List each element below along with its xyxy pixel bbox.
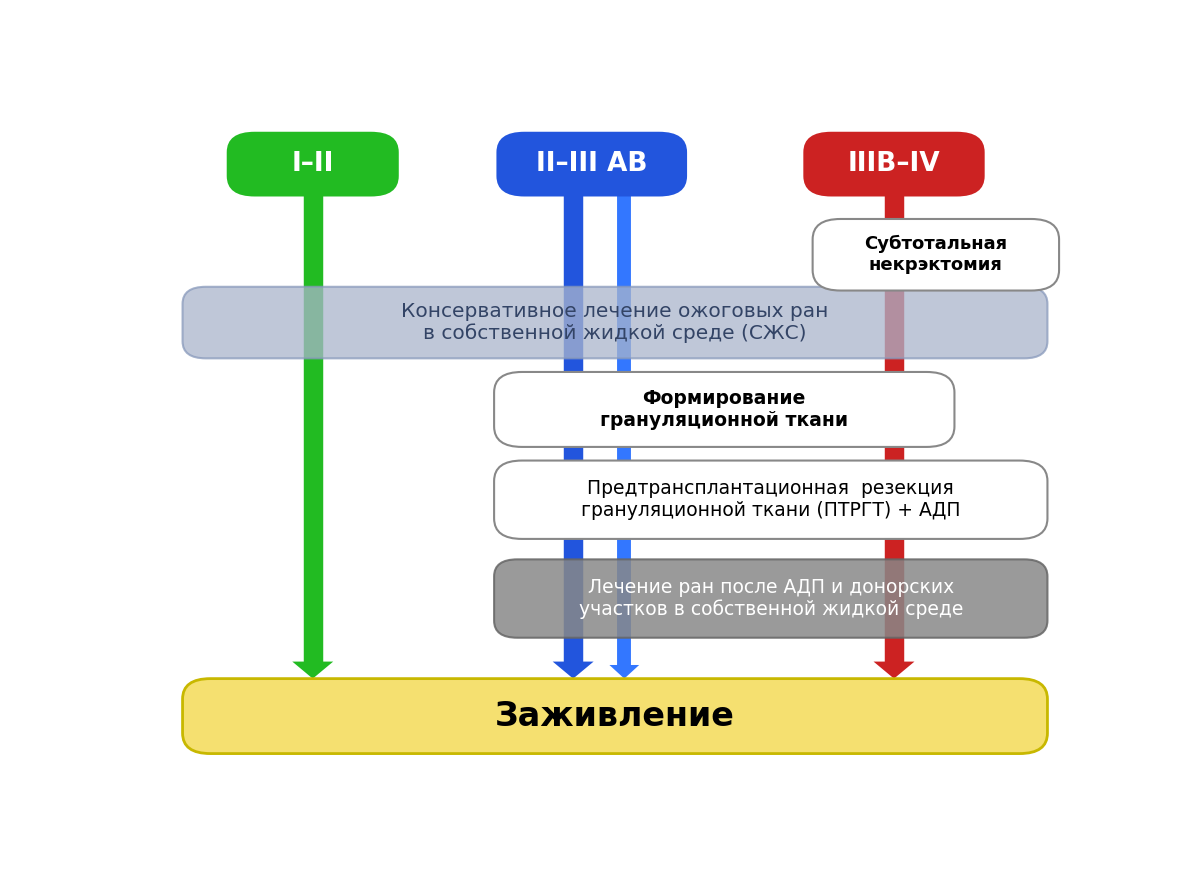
Text: Консервативное лечение ожоговых ран
в собственной жидкой среде (СЖС): Консервативное лечение ожоговых ран в со… xyxy=(401,302,829,343)
FancyBboxPatch shape xyxy=(494,372,954,447)
Text: Предтрансплантационная  резекция
грануляционной ткани (ПТРГТ) + АДП: Предтрансплантационная резекция грануляц… xyxy=(581,480,960,520)
FancyBboxPatch shape xyxy=(182,679,1048,754)
Text: II–III АВ: II–III АВ xyxy=(536,151,648,177)
Polygon shape xyxy=(610,665,640,679)
FancyBboxPatch shape xyxy=(182,287,1048,358)
FancyBboxPatch shape xyxy=(494,559,1048,638)
FancyBboxPatch shape xyxy=(812,219,1060,290)
Text: Заживление: Заживление xyxy=(496,700,734,733)
Text: Лечение ран после АДП и донорских
участков в собственной жидкой среде: Лечение ран после АДП и донорских участк… xyxy=(578,578,962,619)
FancyBboxPatch shape xyxy=(227,132,398,196)
Polygon shape xyxy=(553,662,594,679)
Polygon shape xyxy=(874,662,914,679)
FancyBboxPatch shape xyxy=(803,132,985,196)
Polygon shape xyxy=(293,662,334,679)
Text: Формирование
грануляционной ткани: Формирование грануляционной ткани xyxy=(600,389,848,430)
FancyBboxPatch shape xyxy=(497,132,688,196)
FancyBboxPatch shape xyxy=(494,460,1048,539)
Text: Субтотальная
некрэктомия: Субтотальная некрэктомия xyxy=(864,235,1008,274)
Text: IIIB–IV: IIIB–IV xyxy=(847,151,941,177)
Text: I–II: I–II xyxy=(292,151,334,177)
